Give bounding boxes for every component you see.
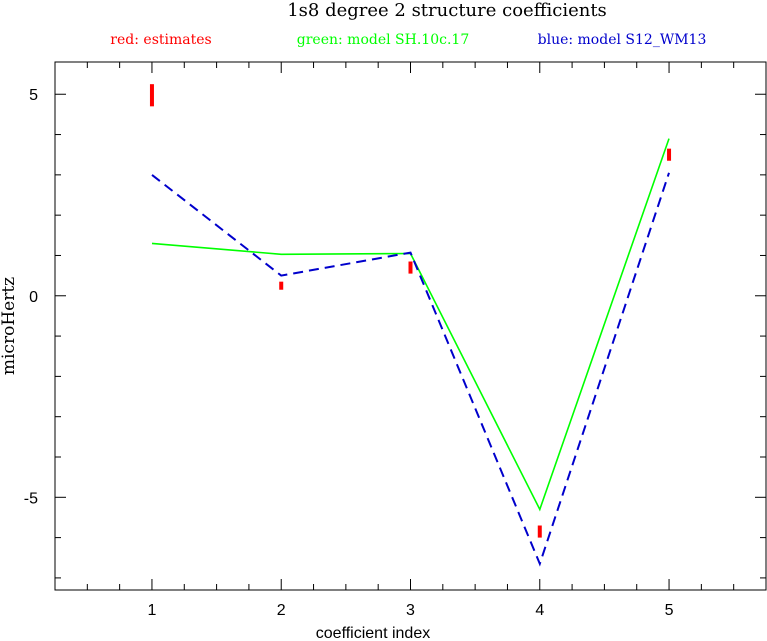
y-axis-label: microHertz <box>0 277 19 375</box>
series-line-s12wm13 <box>151 172 670 567</box>
x-tick-label: 4 <box>535 602 544 619</box>
model-lines <box>151 138 670 567</box>
y-tick-label: -5 <box>24 490 38 507</box>
legend-entry-estimates: red: estimates <box>110 32 211 48</box>
plot-frame <box>54 61 767 591</box>
chart-title: 1s8 degree 2 structure coefficients <box>287 0 607 21</box>
estimate-marks <box>149 84 672 538</box>
estimate-bar <box>537 525 542 538</box>
x-tick-label: 2 <box>277 602 286 619</box>
x-tick-label: 3 <box>406 602 415 619</box>
legend: red: estimates green: model SH.10c.17 bl… <box>110 32 706 48</box>
x-axis-label: coefficient index <box>316 625 430 641</box>
y-tick-label: 0 <box>29 289 38 306</box>
legend-entry-s12wm13: blue: model S12_WM13 <box>538 32 707 48</box>
estimate-bar <box>279 281 284 290</box>
estimate-bar <box>149 84 154 107</box>
series-line-sh10c17 <box>151 138 670 512</box>
x-tick-label: 5 <box>665 602 674 619</box>
x-tick-label: 1 <box>148 602 157 619</box>
axis-ticks <box>54 62 767 590</box>
y-tick-label: 5 <box>29 87 38 104</box>
estimate-bar <box>408 261 413 274</box>
axis-tick-labels: 1 2 3 4 5 -5 0 5 <box>24 87 674 619</box>
legend-entry-sh10c17: green: model SH.10c.17 <box>297 32 469 48</box>
estimate-bar <box>667 148 672 161</box>
